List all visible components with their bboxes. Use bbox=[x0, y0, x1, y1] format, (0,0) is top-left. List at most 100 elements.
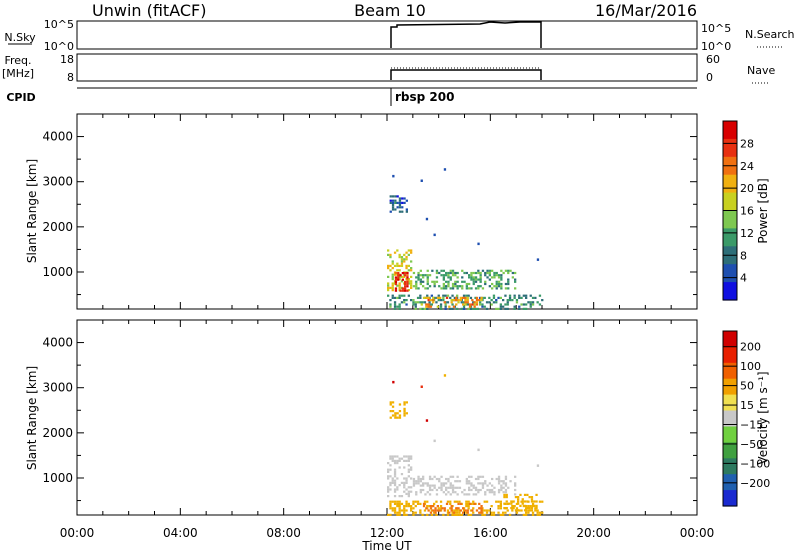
data-cell bbox=[514, 287, 517, 290]
data-cell bbox=[415, 491, 418, 494]
freq-frame bbox=[76, 53, 698, 82]
data-cell bbox=[536, 509, 539, 512]
data-cell bbox=[527, 509, 530, 512]
data-cell bbox=[473, 305, 476, 308]
data-cell bbox=[504, 477, 508, 481]
data-cell bbox=[500, 287, 503, 290]
data-cell bbox=[442, 282, 445, 286]
data-cell bbox=[495, 280, 498, 283]
data-cell bbox=[484, 493, 487, 496]
data-cell bbox=[396, 459, 399, 462]
data-cell bbox=[531, 296, 535, 299]
data-cell bbox=[472, 500, 475, 503]
colorbar-tick-label: −15 bbox=[740, 419, 763, 432]
data-cell bbox=[407, 282, 410, 285]
data-cell bbox=[432, 509, 435, 512]
data-cell bbox=[477, 271, 480, 275]
data-cell bbox=[503, 496, 506, 499]
data-cell bbox=[445, 285, 448, 288]
data-cell bbox=[531, 502, 535, 505]
data-cell bbox=[451, 484, 455, 487]
data-cell bbox=[412, 301, 415, 304]
data-cell bbox=[389, 264, 392, 267]
data-cell bbox=[514, 280, 517, 283]
data-cell bbox=[393, 305, 397, 308]
data-cell bbox=[514, 509, 518, 512]
data-point bbox=[433, 233, 436, 237]
data-cell bbox=[461, 287, 464, 290]
data-cell bbox=[463, 271, 466, 275]
data-cell bbox=[432, 505, 435, 508]
data-cell bbox=[513, 296, 516, 299]
data-cell bbox=[396, 511, 399, 514]
nsky-tick-bottom: 10^0 bbox=[44, 40, 74, 53]
data-cell bbox=[410, 286, 413, 289]
data-cell bbox=[410, 477, 413, 480]
data-cell bbox=[530, 498, 534, 501]
data-cell bbox=[435, 493, 439, 496]
data-cell bbox=[426, 282, 429, 286]
data-cell bbox=[514, 496, 518, 499]
data-cell bbox=[521, 502, 524, 505]
colorbar-segment bbox=[723, 192, 737, 212]
data-cell bbox=[470, 278, 473, 281]
data-cell bbox=[513, 294, 516, 297]
data-cell bbox=[527, 511, 530, 514]
data-cell bbox=[479, 301, 482, 304]
data-cell bbox=[485, 301, 489, 304]
data-cell bbox=[389, 269, 392, 272]
data-cell bbox=[443, 301, 446, 304]
data-cell bbox=[419, 491, 422, 494]
data-cell bbox=[396, 488, 399, 491]
data-cell bbox=[389, 305, 392, 308]
data-cell bbox=[389, 401, 392, 404]
data-cell bbox=[406, 272, 409, 275]
data-cell bbox=[460, 307, 463, 310]
data-cell bbox=[518, 307, 521, 310]
data-cell bbox=[403, 301, 406, 304]
data-cell bbox=[474, 271, 478, 275]
data-cell bbox=[518, 305, 521, 308]
data-cell bbox=[488, 278, 491, 281]
data-cell bbox=[414, 305, 417, 308]
data-cell bbox=[497, 500, 500, 503]
data-cell bbox=[538, 500, 542, 503]
data-cell bbox=[398, 459, 401, 462]
data-cell bbox=[393, 473, 397, 476]
data-cell bbox=[514, 493, 517, 496]
data-cell bbox=[519, 504, 522, 507]
data-cell bbox=[514, 475, 517, 478]
data-cell bbox=[396, 262, 399, 265]
data-cell bbox=[419, 301, 422, 304]
data-cell bbox=[465, 511, 468, 514]
data-cell bbox=[471, 509, 474, 512]
data-cell bbox=[465, 285, 468, 288]
data-cell bbox=[455, 299, 458, 302]
data-cell bbox=[451, 488, 455, 492]
data-cell bbox=[398, 204, 402, 207]
data-cell bbox=[467, 307, 470, 310]
data-cell bbox=[398, 502, 401, 505]
data-cell bbox=[449, 278, 452, 281]
data-cell bbox=[461, 269, 464, 272]
data-cell bbox=[458, 480, 462, 483]
data-cell bbox=[518, 294, 521, 297]
data-cell bbox=[394, 272, 398, 275]
colorbar-segment bbox=[723, 442, 737, 459]
data-cell bbox=[447, 285, 450, 288]
data-cell bbox=[427, 299, 430, 302]
data-cell bbox=[478, 502, 481, 505]
data-cell bbox=[405, 210, 408, 213]
freq-trace bbox=[390, 69, 542, 80]
data-cell bbox=[415, 276, 418, 279]
data-cell bbox=[472, 280, 475, 283]
data-cell bbox=[416, 502, 420, 505]
data-cell bbox=[407, 505, 410, 508]
data-cell bbox=[441, 507, 444, 510]
data-cell bbox=[476, 307, 479, 310]
data-cell bbox=[449, 475, 452, 478]
data-cell bbox=[506, 502, 509, 505]
data-cell bbox=[479, 280, 482, 283]
data-cell bbox=[456, 307, 459, 310]
